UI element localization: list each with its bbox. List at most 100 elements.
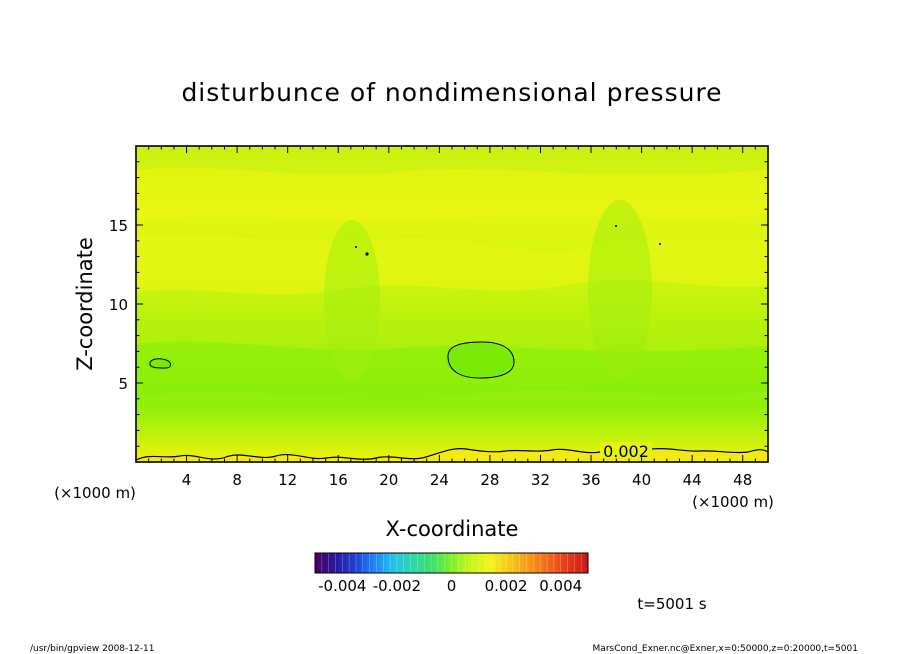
colorbar-segment — [547, 553, 551, 573]
field-band-top — [136, 168, 768, 221]
colorbar-segment — [489, 553, 493, 573]
colorbar-segment — [417, 553, 422, 573]
colorbar-segment — [509, 553, 514, 573]
colorbar-segment — [570, 553, 575, 573]
plot-area — [136, 146, 768, 462]
colorbar-segment — [318, 553, 323, 573]
colorbar-segment — [526, 553, 531, 573]
time-label: t=5001 s — [637, 595, 706, 613]
colorbar-segment — [577, 553, 582, 573]
x-tick-label: 32 — [531, 471, 550, 489]
colorbar-segment — [390, 553, 394, 573]
y-tick-label: 10 — [109, 296, 128, 314]
contour-spot-a — [365, 252, 369, 256]
contour-center — [447, 341, 515, 379]
y-tick-label: 5 — [118, 375, 128, 393]
colorbar-segment — [471, 553, 476, 573]
colorbar-tick-label: 0 — [447, 577, 457, 595]
contour-spot-c — [615, 225, 617, 227]
colorbar-segment — [345, 553, 350, 573]
field-cell-center — [446, 342, 514, 378]
colorbar-segment — [400, 553, 405, 573]
field-plume-left — [324, 220, 380, 380]
colorbar-segment — [553, 553, 558, 573]
colorbar-frame — [314, 552, 589, 574]
colorbar-segment — [393, 553, 398, 573]
colorbar-segment — [434, 553, 439, 573]
x-tick-label: 12 — [278, 471, 297, 489]
colorbar-segment — [338, 553, 343, 573]
colorbar-segment — [468, 553, 473, 573]
colorbar-segment — [355, 553, 360, 573]
colorbar-segment — [451, 553, 456, 573]
colorbar-segment — [315, 553, 319, 573]
colorbar-segment — [499, 553, 504, 573]
colorbar-segment — [410, 553, 415, 573]
colorbar-segment — [342, 553, 347, 573]
colorbar-segment — [386, 553, 391, 573]
x-unit-right: (×1000 m) — [692, 493, 774, 511]
colorbar-segment — [376, 553, 381, 573]
colorbar-segment — [458, 553, 463, 573]
colorbar-segment — [420, 553, 425, 573]
colorbar-segment — [482, 553, 487, 573]
colorbar-segment — [533, 553, 538, 573]
colorbar-segment — [431, 553, 435, 573]
footer-right: MarsCond_Exner.nc@Exner,x=0:50000,z=0:20… — [593, 644, 858, 654]
colorbar-segment — [519, 553, 524, 573]
colorbar-segment — [512, 553, 517, 573]
colorbar-segment — [437, 553, 442, 573]
x-tick-label: 48 — [733, 471, 752, 489]
colorbar-segment — [362, 553, 367, 573]
x-tick-label: 8 — [232, 471, 242, 489]
y-axis-label: Z-coordinate — [73, 237, 97, 371]
colorbar-segment — [581, 553, 585, 573]
x-axis-label: X-coordinate — [386, 517, 519, 541]
colorbar-segment — [550, 553, 555, 573]
field-plume-right — [588, 200, 652, 380]
colorbar-segment — [332, 553, 336, 573]
colorbar-segment — [584, 553, 589, 573]
x-tick-label: 20 — [379, 471, 398, 489]
colorbar-segment — [352, 553, 357, 573]
colorbar-segment — [475, 553, 480, 573]
colorbar-segment — [485, 553, 490, 573]
colorbar-segment — [325, 553, 330, 573]
contour-left — [149, 358, 171, 369]
footer-left: /usr/bin/gpview 2008-12-11 — [30, 644, 154, 654]
colorbar-tick-label: -0.002 — [373, 577, 421, 595]
colorbar-segment — [335, 553, 340, 573]
contour-bottom-right — [651, 447, 768, 454]
colorbar-segment — [379, 553, 384, 573]
colorbar-segment — [529, 553, 534, 573]
x-tick-label: 16 — [329, 471, 348, 489]
x-tick-label: 36 — [581, 471, 600, 489]
colorbar-segment — [373, 553, 377, 573]
colorbar-segment — [396, 553, 401, 573]
colorbar-segment — [540, 553, 545, 573]
colorbar-segment — [444, 553, 449, 573]
x-tick-label: 40 — [632, 471, 651, 489]
colorbar-segment — [465, 553, 469, 573]
contour-spot-b — [355, 246, 357, 248]
colorbar-segment — [564, 553, 568, 573]
colorbar: -0.004 -0.002 0 0.002 0.004 — [314, 552, 589, 595]
contour-label-bg — [600, 442, 652, 458]
colorbar-segment — [328, 553, 333, 573]
colorbar-tick-label: 0.004 — [539, 577, 582, 595]
y-tick-label: 15 — [109, 217, 128, 235]
contour-label: 0.002 — [603, 442, 649, 461]
contour-spot-d — [659, 243, 661, 245]
colorbar-segment — [523, 553, 527, 573]
x-tick-label: 24 — [430, 471, 449, 489]
colorbar-segment — [454, 553, 459, 573]
colorbar-segment — [516, 553, 521, 573]
colorbar-segment — [567, 553, 572, 573]
colorbar-tick-label: 0.002 — [485, 577, 528, 595]
colorbar-segment — [574, 553, 579, 573]
colorbar-segment — [448, 553, 452, 573]
colorbar-segment — [536, 553, 541, 573]
colorbar-segment — [495, 553, 500, 573]
